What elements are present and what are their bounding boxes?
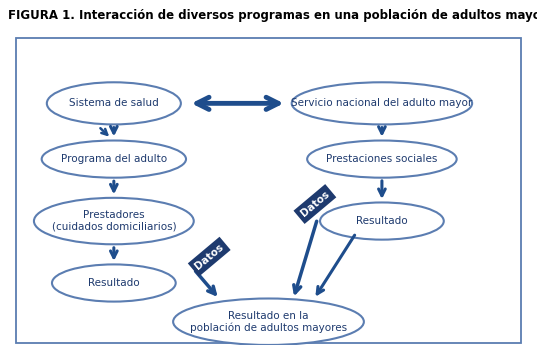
- Text: Programa del adulto: Programa del adulto: [61, 154, 167, 164]
- Ellipse shape: [47, 82, 181, 124]
- Ellipse shape: [42, 140, 186, 178]
- Text: Prestaciones sociales: Prestaciones sociales: [326, 154, 438, 164]
- Ellipse shape: [34, 198, 194, 244]
- Ellipse shape: [52, 264, 176, 302]
- Ellipse shape: [307, 140, 456, 178]
- Text: Datos: Datos: [193, 242, 226, 271]
- Text: Resultado: Resultado: [356, 216, 408, 226]
- Ellipse shape: [320, 202, 444, 240]
- Text: FIGURA 1. Interacción de diversos programas en una población de adultos mayores: FIGURA 1. Interacción de diversos progra…: [8, 9, 537, 22]
- Text: Prestadores
(cuidados domiciliarios): Prestadores (cuidados domiciliarios): [52, 210, 176, 232]
- Ellipse shape: [173, 298, 364, 345]
- Text: Sistema de salud: Sistema de salud: [69, 98, 159, 108]
- Text: Datos: Datos: [299, 189, 331, 219]
- Text: Resultado en la
población de adultos mayores: Resultado en la población de adultos may…: [190, 310, 347, 333]
- Ellipse shape: [292, 82, 472, 124]
- Text: Resultado: Resultado: [88, 278, 140, 288]
- Text: Servicio nacional del adulto mayor: Servicio nacional del adulto mayor: [291, 98, 473, 108]
